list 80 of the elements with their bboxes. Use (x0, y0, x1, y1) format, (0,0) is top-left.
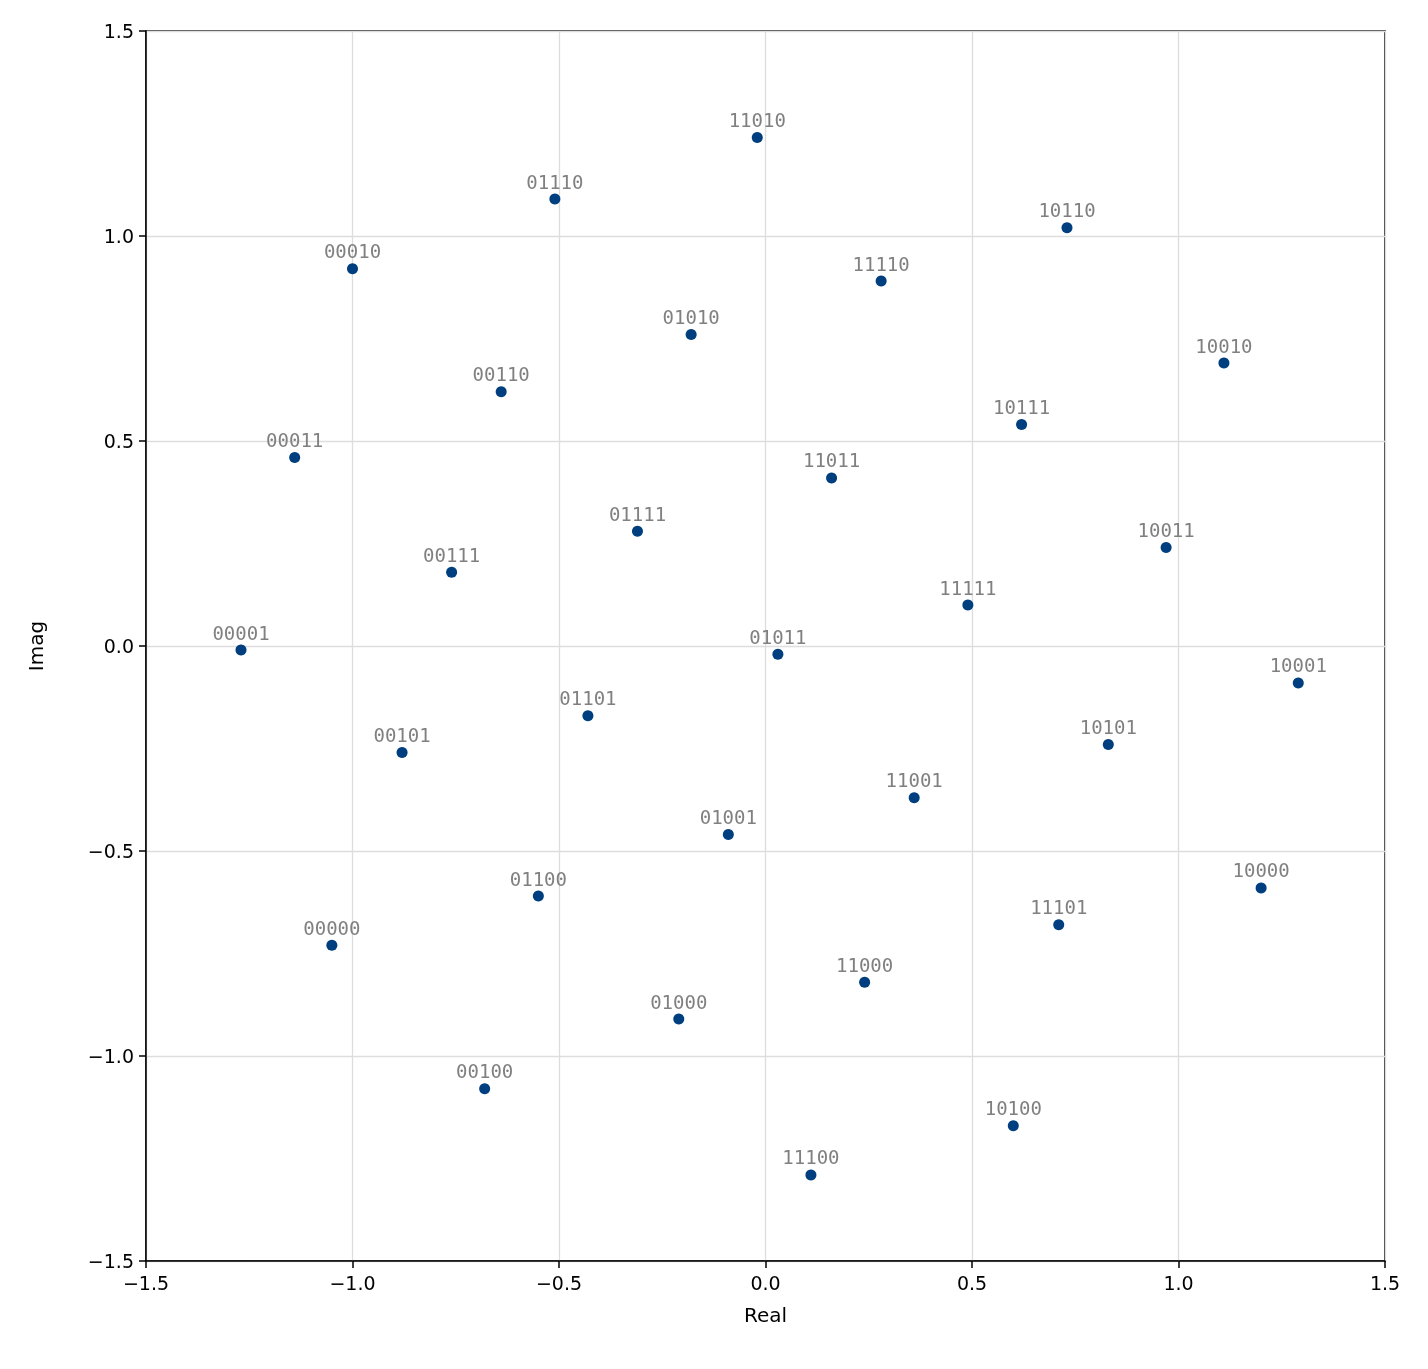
point (446, 566, 458, 578)
point (235, 644, 247, 656)
annotation: 10111 (992, 396, 1051, 419)
annotation: 00110 (472, 363, 530, 386)
annotation: 00001 (212, 621, 270, 644)
annotation: 00010 (323, 240, 382, 263)
annotation: 10110 (1038, 199, 1096, 222)
y-tick-label: −1.0 (87, 1045, 134, 1067)
point (908, 792, 920, 804)
point (326, 939, 338, 951)
annotation: 11000 (836, 953, 894, 976)
annotation: 01111 (608, 502, 667, 525)
point (772, 648, 784, 660)
point (289, 451, 301, 463)
annotation: 10100 (984, 1097, 1042, 1120)
x-tick-label: 1.0 (1163, 1271, 1194, 1294)
annotation: 01000 (650, 990, 708, 1013)
x-tick-label: −1.0 (329, 1271, 376, 1294)
point (347, 263, 358, 275)
annotation: 01100 (509, 867, 567, 890)
x-axis-title: Real (743, 1303, 788, 1327)
point (859, 976, 871, 988)
annotation: 01101 (559, 687, 617, 710)
point (1160, 542, 1172, 554)
x-tick-label: 0.0 (750, 1271, 781, 1294)
point (1016, 419, 1028, 431)
point (1218, 357, 1230, 369)
point (1102, 738, 1114, 750)
annotation: 11011 (802, 449, 861, 472)
y-tick-label: −0.5 (87, 840, 134, 862)
point (1255, 882, 1267, 894)
point (549, 193, 561, 205)
annotation: 01001 (699, 806, 757, 829)
point (396, 747, 408, 759)
annotation: 11110 (852, 252, 910, 275)
y-tick-label: 1.0 (103, 225, 134, 247)
point (826, 472, 838, 484)
annotation: 11101 (1030, 896, 1088, 919)
point (1007, 1120, 1019, 1132)
annotation: 01110 (526, 170, 584, 193)
x-tick-label: −1.5 (122, 1271, 170, 1294)
annotation: 10000 (1232, 859, 1290, 882)
annotation: 11010 (728, 109, 786, 132)
point (1061, 222, 1073, 234)
point (582, 710, 594, 722)
point (631, 525, 643, 537)
point (722, 829, 734, 841)
y-tick-label: 0.0 (103, 635, 134, 657)
annotation: 00101 (373, 724, 431, 747)
point (495, 386, 507, 398)
annotation: 10010 (1195, 334, 1253, 357)
annotation: 11001 (885, 769, 943, 792)
y-tick-label: 0.5 (103, 430, 134, 452)
point (1292, 677, 1304, 689)
point (962, 599, 974, 611)
point (1053, 919, 1065, 931)
x-tick-label: −0.5 (535, 1271, 583, 1294)
annotation: 10011 (1137, 519, 1195, 542)
x-tick-label: 1.5 (1369, 1271, 1401, 1294)
point (673, 1013, 685, 1025)
y-axis-title: Imag (24, 620, 48, 672)
annotation: 01010 (662, 305, 720, 328)
point (875, 275, 887, 287)
point (751, 132, 763, 144)
point (805, 1169, 817, 1181)
point (532, 890, 544, 902)
annotation: 10101 (1079, 715, 1137, 738)
annotation: 01011 (749, 625, 807, 648)
point (479, 1083, 491, 1095)
y-tick-label: −1.5 (87, 1250, 134, 1272)
annotation: 10001 (1269, 654, 1327, 677)
annotation: 00100 (456, 1060, 514, 1083)
point (685, 328, 697, 340)
annotation: 00111 (423, 543, 481, 566)
y-tick-label: 1.5 (103, 20, 134, 42)
x-tick-label: 0.5 (956, 1271, 988, 1294)
annotation: 11100 (782, 1146, 840, 1169)
annotation: 00000 (303, 916, 361, 939)
annotation: 00011 (266, 428, 324, 451)
annotation: 11111 (939, 576, 997, 599)
